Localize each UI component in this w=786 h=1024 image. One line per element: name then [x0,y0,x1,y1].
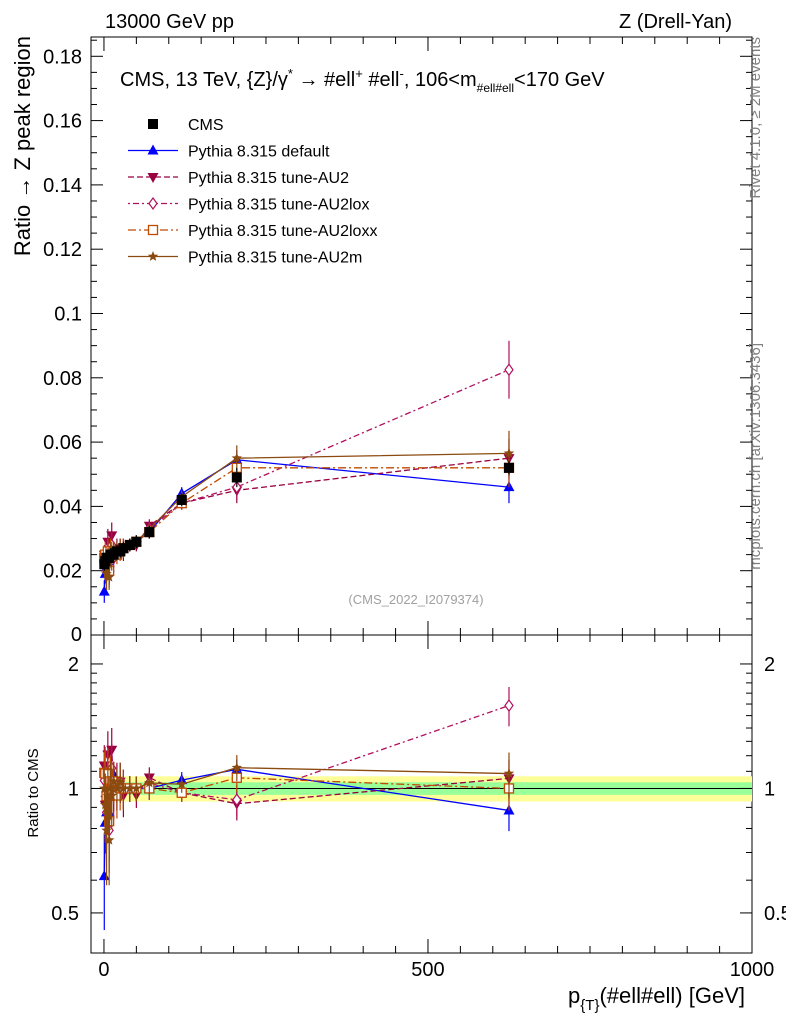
legend-item-au2: Pythia 8.315 tune-AU2 [128,170,349,187]
legend-marker [147,144,159,155]
data-point [144,527,155,538]
data-point [176,494,187,505]
ratio-tick-label-right: 0.5 [764,903,786,925]
series-default [98,450,515,931]
ratio-point [111,782,123,793]
x-tick-label: 500 [411,959,444,981]
y-tick-label: 0.02 [43,561,82,583]
ratio-point [99,782,110,793]
legend-marker [147,173,159,183]
header-right: Z (Drell-Yan) [619,11,732,33]
data-point [98,585,110,596]
ratio-tick-label: 0.5 [51,903,79,925]
y-tick-label: 0.1 [54,303,82,325]
legend-marker [147,251,159,261]
legend-marker [148,119,158,129]
ratio-point [232,793,242,807]
ratio-point [98,870,110,881]
ratio-point [108,775,119,786]
data-point [118,543,129,554]
ratio-point [105,782,116,793]
rivet-label: Rivet 4.1.0, ≥ 2M events [747,37,764,199]
y-tick-label-zero: 0 [71,624,82,646]
ratio-point [100,799,111,810]
legend-label: Pythia 8.315 tune-AU2loxx [188,223,377,240]
legend-item-cms: CMS [148,117,224,134]
ratio-point [503,768,515,778]
ratio-point [231,762,242,773]
data-point [124,539,135,550]
legend-label: Pythia 8.315 tune-AU2 [188,170,349,187]
ratio-point [101,824,112,835]
ratio-point [103,834,115,845]
ratio-point [504,699,514,713]
ratio-point [114,776,126,787]
series-line [103,459,510,592]
ratio-tick-label-right: 1 [764,778,775,800]
data-point [231,472,242,483]
legend-item-au2loxx: Pythia 8.315 tune-AU2loxx [128,223,377,240]
x-axis-label: p{T}(#ell#ell) [GeV] [568,983,745,1014]
series-line [103,452,509,578]
x-tick-label: 1000 [730,959,775,981]
y-tick-label: 0.06 [43,432,82,454]
data-point [504,363,514,377]
chart-title: CMS, 13 TeV, {Z}/γ* → #ell+ #ell-, 106<m… [120,66,605,95]
legend-marker [148,196,158,211]
data-point [103,571,115,582]
legend: CMS Pythia 8.315 default Pythia 8.315 tune… [128,117,377,267]
legend-label: Pythia 8.315 tune-AU2m [188,250,362,267]
x-tick-label: 0 [98,959,109,981]
y-tick-label: 0.08 [43,368,82,390]
data-point [231,452,242,463]
data-point [131,536,142,547]
legend-marker [147,224,159,236]
ratio-point [176,778,187,789]
data-point [503,462,514,473]
series-layer [98,340,515,931]
ratio-point [106,790,117,801]
legend-item-default: Pythia 8.315 default [128,144,330,161]
ratio-point [102,790,114,801]
ratio-line [103,704,510,831]
legend-item-au2m: Pythia 8.315 tune-AU2m [128,250,362,267]
series-line [103,467,509,571]
watermark: (CMS_2022_I2079374) [348,592,483,607]
ratio-point [144,777,155,788]
mcplots-label: mcplots.cern.ch [arXiv:1306.3436] [747,343,764,570]
legend-label: Pythia 8.315 default [188,144,330,161]
axes: 0.02 0.04 0.06 0.08 0.1 0.12 0.14 0.16 0.18 0 0.5 0… [43,37,786,981]
series-line [103,369,510,574]
y-tick-label: 0.18 [43,46,82,68]
ratio-point [124,782,136,793]
series-cms [99,461,514,571]
y-tick-label: 0.04 [43,496,82,518]
ratio-tick-label-right: 2 [764,654,775,676]
y-axis-label: Ratio → Z peak region [10,36,35,256]
ratio-point [131,782,142,793]
legend-label: Pythia 8.315 tune-AU2lox [188,197,369,214]
data-point [101,568,112,579]
legend-item-au2lox: Pythia 8.315 tune-AU2lox [128,197,369,214]
header-left: 13000 GeV pp [105,11,234,33]
ratio-tick-label: 2 [68,654,79,676]
legend-label: CMS [188,117,224,134]
data-point [503,447,515,458]
ratio-tick-label: 1 [68,778,79,800]
y-tick-label: 0.14 [43,175,82,197]
y-tick-label: 0.16 [43,111,82,133]
ratio-y-axis-label: Ratio to CMS [25,748,42,837]
y-tick-label: 0.12 [43,239,82,261]
ratio-point [118,782,129,793]
series-au2m [99,430,515,886]
